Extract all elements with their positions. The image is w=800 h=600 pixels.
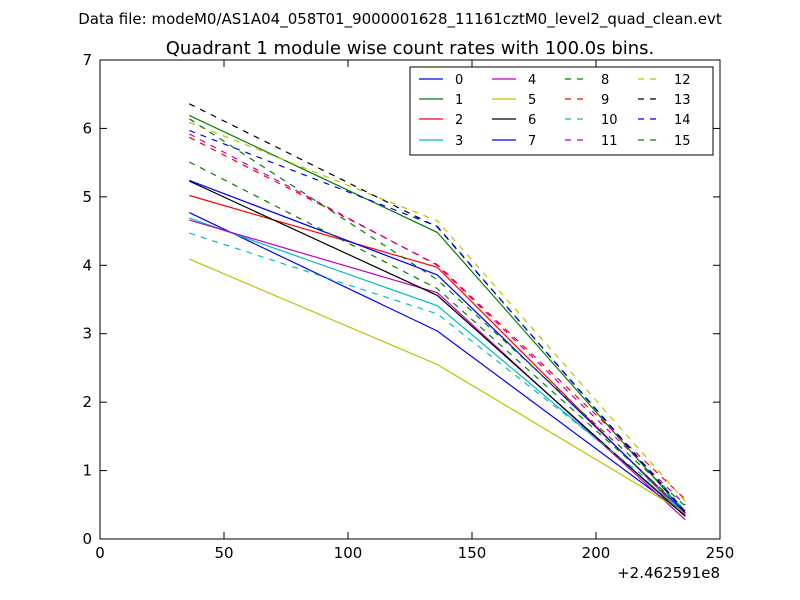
series-line-6 — [189, 180, 686, 517]
x-tick-label: 150 — [458, 544, 487, 562]
x-tick-label: 250 — [706, 544, 735, 562]
y-tick-label: 2 — [82, 393, 92, 411]
legend-label-9: 9 — [601, 93, 609, 108]
series-line-11 — [189, 133, 686, 506]
x-tick-label: 200 — [582, 544, 611, 562]
x-tick-label: 100 — [334, 544, 363, 562]
series-line-12 — [189, 121, 686, 502]
series-line-15 — [188, 118, 686, 507]
x-offset-label: +2.462591e8 — [617, 564, 720, 582]
legend-label-8: 8 — [601, 73, 609, 88]
series-line-1 — [189, 114, 686, 514]
y-tick-label: 6 — [82, 119, 92, 137]
y-tick-label: 4 — [82, 256, 92, 274]
y-tick-label: 3 — [82, 325, 92, 343]
x-tick-label: 50 — [214, 544, 233, 562]
series-line-5 — [189, 258, 686, 514]
y-tick-label: 1 — [82, 462, 92, 480]
legend-label-13: 13 — [674, 93, 691, 108]
legend-label-1: 1 — [455, 93, 463, 108]
series-line-9 — [189, 136, 686, 500]
legend-label-4: 4 — [528, 73, 536, 88]
legend-label-3: 3 — [455, 134, 463, 149]
legend-label-2: 2 — [455, 113, 463, 128]
legend-label-6: 6 — [528, 113, 536, 128]
y-tick-label: 7 — [82, 51, 92, 69]
plot-frame — [99, 59, 721, 540]
legend-label-10: 10 — [601, 113, 618, 128]
y-tick-label: 5 — [82, 188, 92, 206]
figure-suptitle: Data file: modeM0/AS1A04_058T01_90000016… — [78, 10, 722, 29]
series-line-8 — [189, 161, 686, 511]
legend-label-14: 14 — [674, 113, 691, 128]
x-axis-ticks: 0 50 100 150 200 250 — [95, 60, 734, 562]
y-tick-label: 0 — [82, 530, 92, 548]
legend-label-7: 7 — [528, 134, 536, 149]
series-line-7 — [189, 179, 686, 514]
series-lines — [188, 103, 686, 521]
series-line-10 — [189, 232, 686, 510]
x-tick-label: 0 — [95, 544, 105, 562]
legend-label-5: 5 — [528, 93, 536, 108]
legend-label-11: 11 — [601, 134, 618, 149]
series-line-0 — [189, 212, 686, 516]
legend-box — [409, 66, 714, 156]
legend-label-12: 12 — [674, 73, 691, 88]
legend-label-0: 0 — [455, 73, 463, 88]
legend-label-15: 15 — [674, 134, 691, 149]
chart-title: Quadrant 1 module wise count rates with … — [166, 38, 655, 59]
series-line-14 — [189, 129, 686, 514]
